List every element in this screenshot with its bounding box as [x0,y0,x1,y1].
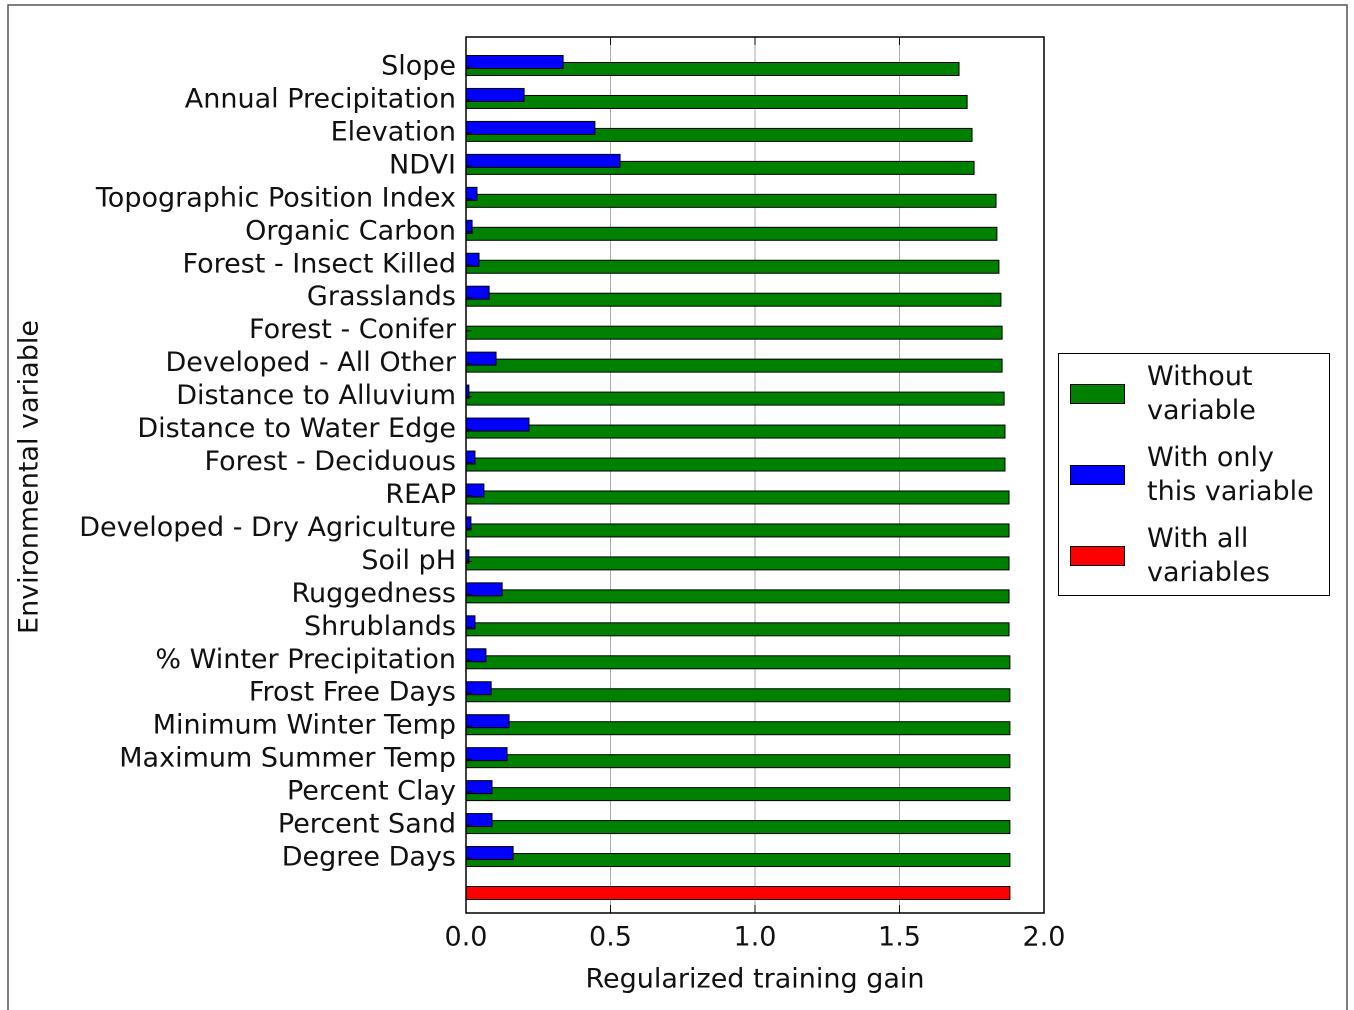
bar [465,556,1010,571]
bar [465,292,1002,307]
bar [465,655,1011,670]
bar [465,787,1011,802]
x-tick-label: 2.0 [1023,922,1066,953]
x-axis-label: Regularized training gain [585,964,924,995]
bar [465,523,1010,538]
y-tick-label: Topographic Position Index [95,182,456,213]
y-tick-label: NDVI [389,149,456,180]
bar [465,714,510,729]
x-tick-label: 1.0 [734,922,777,953]
y-tick-label: Distance to Water Edge [137,413,456,444]
y-tick-label: Annual Precipitation [185,83,456,114]
y-tick-label: Distance to Alluvium [176,380,456,411]
legend-swatch [1070,384,1125,404]
legend-entry: With only this variable [1059,441,1327,509]
legend-label: With all variables [1147,523,1270,588]
y-tick-label: Forest - Deciduous [205,446,456,477]
x-tick-label: 0.0 [445,922,488,953]
bar [465,490,1010,505]
y-tick-label: Forest - Conifer [249,314,457,345]
y-tick-label: Forest - Insect Killed [183,248,457,279]
y-tick-label: Percent Clay [287,776,456,807]
bar [465,417,530,432]
y-tick-label: Organic Carbon [245,215,456,246]
bar [465,55,564,69]
y-tick-label: Soil pH [361,545,456,576]
legend-label: With only this variable [1147,442,1314,507]
bar [465,259,1000,274]
bar [465,747,508,762]
bar [465,886,1011,900]
bar [465,688,1011,703]
y-tick-label: Developed - All Other [165,347,456,378]
legend-entry: With all variables [1059,522,1327,590]
y-tick-label: Maximum Summer Temp [119,743,456,774]
y-tick-label: Developed - Dry Agriculture [79,512,456,543]
y-tick-label: Percent Sand [278,809,456,840]
legend-label: Without variable [1147,361,1256,426]
bar [465,94,968,109]
legend-swatch [1070,465,1125,485]
bar [465,721,1011,736]
bar [465,87,525,102]
legend-entry: Without variable [1059,360,1327,428]
bar [465,391,1005,406]
bar [465,153,621,168]
x-tick-label: 1.5 [878,922,921,953]
bar [465,325,1003,340]
legend: Without variable With only this variable W… [1058,353,1330,596]
y-tick-label: Degree Days [282,842,456,873]
y-tick-label: Frost Free Days [249,677,456,708]
bar [465,424,1006,439]
y-tick-label: Elevation [331,116,456,147]
y-tick-label: Ruggedness [291,578,456,609]
y-tick-label: % Winter Precipitation [155,644,456,675]
y-tick-label: Minimum Winter Temp [153,710,456,741]
bar [465,589,1010,604]
legend-swatch [1070,546,1125,566]
bar [465,846,514,861]
bar [465,754,1011,769]
y-tick-label: REAP [385,479,456,510]
x-tick-label: 0.5 [589,922,632,953]
frame [7,4,1348,1010]
bar [465,457,1006,472]
y-tick-label: Grasslands [307,281,456,312]
y-axis-label: Environmental variable [14,320,45,634]
bar [465,226,998,241]
bar [465,120,596,135]
y-tick-label: Shrublands [304,611,456,642]
bar [465,820,1011,835]
plot-frame [465,36,1045,914]
bar [465,853,1011,868]
y-tick-label: Slope [381,51,456,82]
bar [465,358,1003,373]
bar [465,193,997,208]
bar [465,622,1010,637]
